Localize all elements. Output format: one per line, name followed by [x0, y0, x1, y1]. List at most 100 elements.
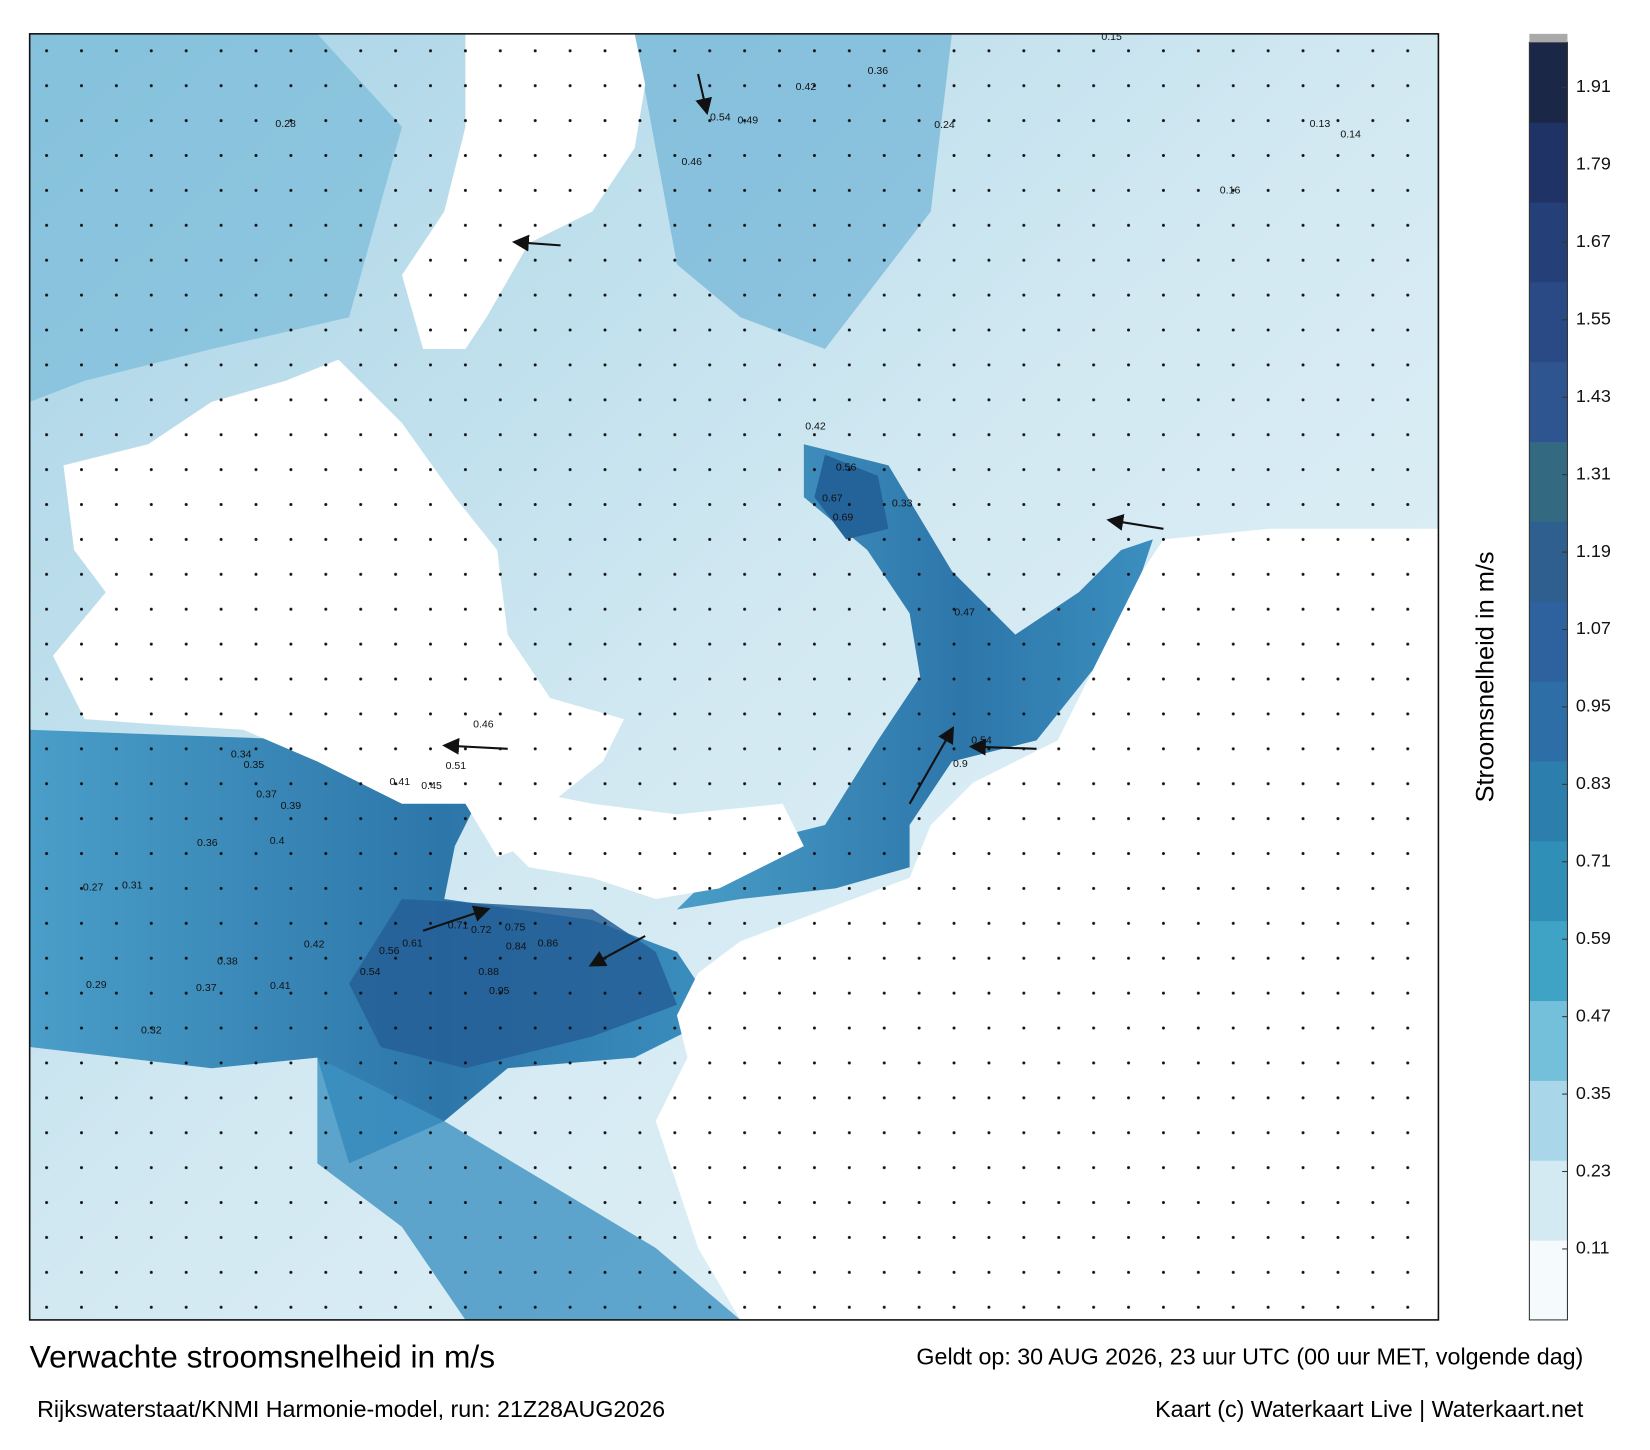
colorbar-band — [1529, 681, 1568, 762]
colorbar-tick-label: 1.19 — [1576, 541, 1611, 561]
speed-label: 0.35 — [244, 759, 265, 771]
colorbar-band — [1529, 1000, 1568, 1081]
speed-label: 0.4 — [270, 835, 285, 847]
speed-label: 0.37 — [196, 982, 217, 994]
speed-labels: 0.750.860.840.950.880.720.710.610.560.54… — [83, 31, 1361, 1036]
colorbar-band — [1529, 601, 1568, 682]
valid-time: Geldt op: 30 AUG 2026, 23 uur UTC (00 uu… — [916, 1343, 1583, 1369]
colorbar-cap — [1529, 33, 1568, 43]
speed-label: 0.42 — [304, 939, 325, 951]
speed-label: 0.47 — [954, 607, 975, 619]
speed-label: 0.41 — [270, 980, 291, 992]
speed-label: 0.75 — [505, 922, 526, 934]
speed-label: 0.84 — [506, 941, 527, 953]
colorbar-tick-label: 0.11 — [1576, 1238, 1610, 1258]
colorbar-label: Stroomsnelheid in m/s — [1471, 551, 1499, 802]
speed-label: 0.71 — [448, 920, 469, 932]
colorbar-tick-label: 1.07 — [1576, 618, 1611, 638]
arrow — [442, 737, 508, 755]
colorbar-tick-label: 1.43 — [1576, 386, 1611, 406]
speed-label: 0.33 — [892, 498, 913, 510]
map: 0.750.860.840.950.880.720.710.610.560.54… — [29, 31, 1439, 1320]
speed-label: 0.72 — [471, 924, 492, 936]
colorbar-tick-label: 0.35 — [1576, 1083, 1611, 1103]
speed-label: 0.86 — [538, 938, 559, 950]
speed-label: 0.37 — [256, 788, 277, 800]
speed-label: 0.95 — [489, 985, 510, 997]
speed-label: 0.15 — [1101, 31, 1122, 43]
speed-label: 0.24 — [934, 119, 955, 131]
title: Verwachte stroomsnelheid in m/s — [30, 1339, 495, 1375]
colorbar-tick-label: 1.67 — [1576, 231, 1611, 251]
speed-label: 0.14 — [1340, 128, 1361, 140]
colorbar-tick-label: 0.71 — [1576, 851, 1611, 871]
speed-label: 0.56 — [836, 462, 857, 474]
colorbar-band — [1529, 42, 1568, 123]
speed-label: 0.34 — [231, 748, 252, 760]
colorbar-tick-label: 1.55 — [1576, 309, 1611, 329]
colorbar-tick-label: 0.83 — [1576, 773, 1611, 793]
speed-label: 0.88 — [478, 966, 499, 978]
arrow — [422, 905, 491, 932]
arrow — [968, 738, 1037, 756]
speed-label: 0.42 — [796, 81, 817, 93]
speed-label: 0.13 — [1310, 118, 1331, 130]
colorbar-tick-label: 0.47 — [1576, 1005, 1611, 1025]
speed-label: 0.61 — [402, 938, 423, 950]
speed-label: 0.39 — [281, 800, 302, 812]
speed-label: 0.32 — [141, 1024, 162, 1036]
colorbar-band — [1529, 521, 1568, 602]
colorbar-band — [1529, 122, 1568, 203]
speed-label: 0.29 — [86, 979, 107, 991]
vector-grid — [29, 33, 1439, 1320]
speed-label: 0.36 — [197, 837, 218, 849]
speed-label: 0.41 — [390, 776, 411, 788]
colorbar-tick-label: 1.79 — [1576, 154, 1611, 174]
speed-label: 0.51 — [446, 760, 467, 772]
colorbar-band — [1529, 1160, 1568, 1241]
arrow — [908, 726, 955, 805]
colorbar-band — [1529, 840, 1568, 922]
speed-label: 0.9 — [953, 758, 968, 770]
arrows — [422, 73, 1164, 967]
colorbar-band — [1529, 1240, 1568, 1321]
colorbar-band — [1529, 202, 1568, 283]
speed-label: 0.36 — [868, 65, 889, 77]
source: Rijkswaterstaat/KNMI Harmonie-model, run… — [37, 1396, 665, 1422]
colorbar-band — [1529, 760, 1568, 842]
colorbar-band — [1529, 361, 1568, 443]
speed-label: 0.38 — [217, 956, 238, 968]
speed-label: 0.54 — [971, 735, 992, 747]
colorbar: 0.11 0.23 0.35 0.47 0.59 0.71 0.83 0.95 1.07 1.19… — [1528, 41, 1611, 1321]
speed-label: 0.31 — [122, 879, 143, 891]
colorbar-band — [1529, 920, 1568, 1002]
speed-label: 0.49 — [738, 115, 759, 127]
colorbar-tick-label: 1.31 — [1576, 463, 1611, 483]
colorbar-tick-label: 0.95 — [1576, 696, 1611, 716]
speed-label: 0.27 — [83, 882, 104, 894]
arrow — [695, 73, 712, 116]
speed-label: 0.45 — [421, 780, 442, 792]
colorbar-band — [1529, 1080, 1568, 1161]
speed-label: 0.42 — [805, 420, 826, 432]
speed-label: 0.69 — [833, 511, 854, 523]
arrow — [511, 234, 561, 252]
speed-label: 0.46 — [473, 719, 494, 731]
speed-label: 0.46 — [681, 156, 702, 168]
speed-label: 0.67 — [822, 492, 843, 504]
credit: Kaart (c) Waterkaart Live | Waterkaart.n… — [1155, 1396, 1584, 1422]
speed-label: 0.56 — [379, 945, 400, 957]
speed-label: 0.54 — [710, 112, 731, 124]
colorbar-tick-label: 0.59 — [1576, 928, 1611, 948]
colorbar-tick-label: 1.91 — [1576, 76, 1611, 96]
colorbar-tick-label: 0.23 — [1576, 1160, 1611, 1180]
speed-label: 0.28 — [275, 118, 296, 130]
speed-label: 0.54 — [360, 966, 381, 978]
speed-label: 0.16 — [1220, 185, 1241, 197]
map-frame — [28, 33, 1440, 1321]
arrow — [588, 935, 646, 967]
colorbar-band — [1529, 281, 1568, 363]
colorbar-band — [1529, 441, 1568, 522]
